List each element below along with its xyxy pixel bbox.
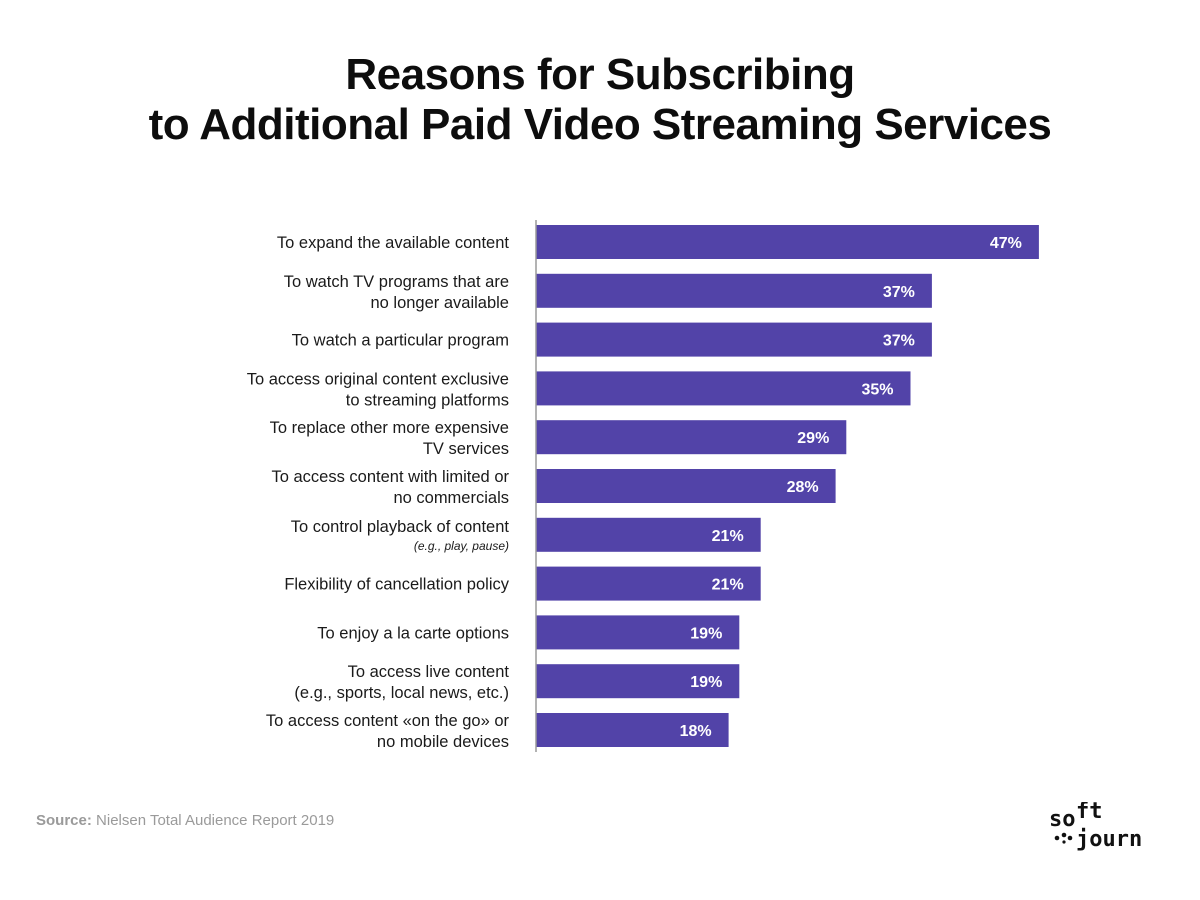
logo-dot-icon [1062,840,1066,844]
bar [536,420,847,455]
bar-value-label: 18% [680,723,712,740]
bar [536,615,740,650]
category-label: To watch TV programs that are [284,273,509,291]
bar [536,566,761,601]
category-label: Flexibility of cancellation policy [284,576,509,594]
bar-value-label: 21% [712,577,744,594]
category-label: To enjoy a la carte options [317,624,509,642]
category-label: To access content with limited or [271,468,509,486]
category-label: TV services [423,440,509,458]
bar [536,225,1039,259]
logo-dot-icon [1054,835,1060,841]
logo-dot-icon [1067,835,1073,841]
bar-value-label: 29% [797,430,829,447]
bar-value-label: 35% [861,381,893,398]
category-label: no longer available [370,294,509,312]
logo-text-so: so [1049,807,1076,832]
logo-text-ft: ft [1076,802,1103,824]
bar [536,322,932,357]
bar [536,469,836,503]
bar-value-label: 37% [883,284,915,301]
bar-value-label: 47% [990,235,1022,252]
bar [536,371,911,406]
source-text: Nielsen Total Audience Report 2019 [91,812,335,829]
source-note: Source: Nielsen Total Audience Report 20… [36,812,334,829]
chart-title-line-1: Reasons for Subscribing [345,50,855,99]
category-label: To replace other more expensive [270,419,509,437]
bar-value-label: 28% [787,479,819,496]
bar-value-label: 19% [690,674,722,691]
category-label: no mobile devices [377,733,509,751]
logo-dot-icon [1061,832,1067,838]
softjourn-logo: so ft journ [1049,802,1142,852]
category-label: To access live content [348,663,510,681]
bar [536,664,740,699]
bar [536,713,729,747]
logo-text-journ: journ [1076,827,1142,852]
category-label: To access original content exclusive [247,370,509,388]
bar-value-label: 21% [712,528,744,545]
bar-value-label: 19% [690,625,722,642]
bar [536,517,761,552]
category-label: To access content «on the go» or [266,712,510,730]
chart-title-line-2: to Additional Paid Video Streaming Servi… [148,100,1052,149]
category-label: To control playback of content [291,518,510,536]
chart-title: Reasons for Subscribing to Additional Pa… [0,50,1200,150]
category-label: To watch a particular program [292,332,509,350]
source-label: Source: [36,812,92,829]
bar-value-label: 37% [883,333,915,350]
category-label: to streaming platforms [346,391,509,409]
category-note: (e.g., play, pause) [414,539,509,553]
category-label: To expand the available content [277,234,510,252]
bar [536,273,932,308]
category-label: (e.g., sports, local news, etc.) [294,684,509,702]
category-label: no commercials [393,489,509,507]
